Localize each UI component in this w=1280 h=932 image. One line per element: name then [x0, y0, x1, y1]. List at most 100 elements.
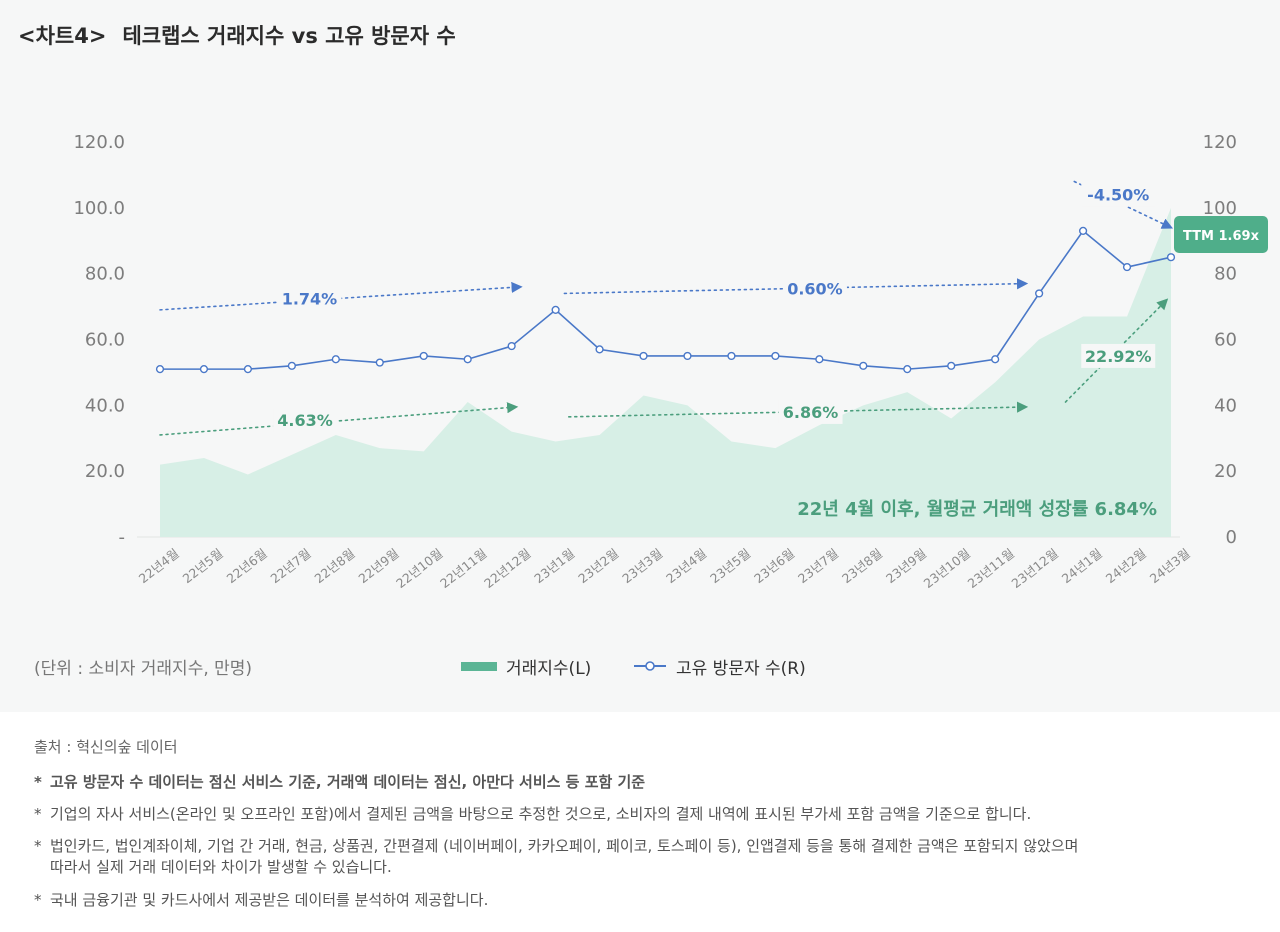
line-point	[287, 361, 296, 370]
footnote-2: * 기업의 자사 서비스(온라인 및 오프라인 포함)에서 결제된 금액을 바탕으…	[34, 804, 1234, 825]
line-point	[991, 355, 1000, 364]
series-area-trade-index	[160, 207, 1171, 538]
legend-label-area: 거래지수(L)	[506, 659, 591, 679]
trend-label: 1.74%	[282, 289, 338, 308]
line-point	[155, 365, 165, 374]
x-axis-tick-label: 23년1월	[531, 546, 577, 587]
legend-swatch-marker	[645, 661, 655, 671]
footer: 출처 : 혁신의숲 데이터 * 고유 방문자 수 데이터는 점신 서비스 기준, …	[0, 712, 1280, 932]
x-axis-tick-label: 23년12월	[1009, 546, 1061, 592]
trend-label-bg	[1081, 182, 1156, 207]
trend-label: 22.92%	[1085, 347, 1152, 366]
trend-label: 6.86%	[783, 403, 839, 422]
trend-label-bg	[273, 408, 338, 433]
line-point	[243, 365, 253, 374]
line-point	[1166, 253, 1176, 262]
x-axis-tick-label: 22년4월	[136, 546, 182, 587]
x-axis-tick-label: 22년6월	[224, 546, 270, 587]
area-layer	[160, 207, 1171, 538]
line-point	[771, 351, 780, 361]
right-axis-tick-label: 120	[1203, 132, 1237, 153]
trend-label-bg	[1081, 343, 1156, 368]
line-point	[463, 355, 472, 364]
x-axis-tick-label: 24년2월	[1103, 546, 1149, 587]
right-axis-tick-label: 60	[1214, 330, 1237, 351]
left-axis-tick-label: 80.0	[85, 264, 125, 285]
trend-label: 0.60%	[787, 279, 843, 298]
trend-arrow	[563, 278, 1029, 295]
line-point	[727, 351, 736, 361]
x-axis-tick-label: 23년11월	[965, 546, 1017, 592]
line-point	[507, 341, 516, 351]
x-axis-tick-label: 24년3월	[1147, 546, 1193, 587]
x-axis-tick-label: 23년6월	[751, 546, 797, 587]
x-axis-tick-label: 23년10월	[921, 546, 973, 592]
footnote-bullet: *	[34, 773, 42, 791]
x-axis-tick-label: 22년11월	[437, 546, 489, 592]
line-point	[639, 351, 648, 361]
line-point	[419, 351, 428, 361]
x-axis-tick-label: 22년5월	[180, 546, 226, 587]
x-axis-tick-label: 22년8월	[312, 546, 358, 587]
footnote-3: * 법인카드, 법인계좌이체, 기업 간 거래, 현금, 상품권, 간편결제 (네…	[34, 836, 1234, 878]
line-layer	[155, 226, 1176, 374]
line-point	[331, 355, 340, 364]
ttm-badge	[1174, 216, 1268, 253]
trend-label: -4.50%	[1087, 186, 1149, 205]
x-axis-tick-label: 23년8월	[839, 546, 885, 587]
x-axis-tick-label: 23년2월	[575, 546, 621, 587]
footnote-4: * 국내 금융기관 및 카드사에서 제공받은 데이터를 분석하여 제공합니다.	[34, 890, 1234, 911]
trend-label-bg	[782, 276, 847, 301]
line-point	[595, 345, 604, 354]
trend-label-bg	[277, 286, 342, 311]
footnote-text: 고유 방문자 수 데이터는 점신 서비스 기준, 거래액 데이터는 점신, 아만…	[50, 773, 646, 791]
right-axis-tick-label: 80	[1214, 264, 1237, 285]
chart-title-text: 테크랩스 거래지수 vs 고유 방문자 수	[122, 24, 456, 48]
line-point	[815, 355, 824, 364]
ttm-badge-label: TTM 1.69x	[1183, 229, 1260, 244]
right-axis-tick-label: 20	[1214, 461, 1237, 482]
footnote-bullet: *	[34, 805, 42, 823]
footnote-bullet: *	[34, 891, 42, 909]
annotation-layer: 1.74% 0.60% -4.50% 4.63% 6.86% 22.92% TTM 1.69…	[159, 180, 1268, 520]
x-axis-tick-label: 24년1월	[1059, 546, 1105, 587]
source-text: 출처 : 혁신의숲 데이터	[34, 738, 178, 756]
growth-callout: 22년 4월 이후, 월평균 거래액 성장률 6.84%	[797, 499, 1157, 520]
line-point	[683, 351, 692, 361]
footnote-text: 국내 금융기관 및 카드사에서 제공받은 데이터를 분석하여 제공합니다.	[50, 891, 489, 909]
line-point	[551, 305, 560, 314]
x-axis-tick-label: 23년4월	[663, 546, 709, 587]
series-line-unique-visitors	[160, 229, 1172, 370]
line-point	[375, 358, 384, 367]
left-axis-tick-label: 20.0	[85, 461, 125, 482]
footnote-bullet: *	[34, 837, 42, 855]
left-axis-tick-label: 120.0	[73, 132, 125, 153]
right-axis-tick-label: 100	[1203, 198, 1237, 219]
chart-number-tag: <차트4>	[18, 24, 107, 48]
unit-note: (단위 : 소비자 거래지수, 만명)	[34, 659, 252, 679]
line-point	[1122, 262, 1132, 272]
x-axis-tick-label: 22년12월	[481, 546, 533, 592]
chart-title: <차트4> 테크랩스 거래지수 vs 고유 방문자 수	[18, 20, 456, 50]
x-axis-tick-label: 22년10월	[393, 546, 445, 592]
trend-label: 4.63%	[277, 411, 333, 430]
line-point	[903, 365, 912, 374]
legend-swatch-area	[461, 662, 497, 671]
x-axis-tick-label: 23년3월	[619, 546, 665, 587]
footnote-text: 법인카드, 법인계좌이체, 기업 간 거래, 현금, 상품권, 간편결제 (네이…	[50, 837, 1079, 855]
line-point	[947, 361, 956, 370]
footnote-text: 기업의 자사 서비스(온라인 및 오프라인 포함)에서 결제된 금액을 바탕으로…	[50, 805, 1032, 823]
line-point	[859, 361, 868, 370]
line-point	[1078, 226, 1088, 235]
left-axis-tick-label: 100.0	[73, 198, 125, 219]
right-axis-tick-label: 0	[1226, 527, 1237, 548]
left-axis-tick-label: 60.0	[85, 330, 125, 351]
chart-canvas: 120.0 100.0 80.0 60.0 40.0 20.0 - 120 100 80 60 40 2…	[34, 132, 1268, 679]
trend-label-bg	[778, 399, 843, 424]
x-axis-tick-label: 23년5월	[707, 546, 753, 587]
x-axis-tick-label: 22년7월	[268, 546, 314, 587]
left-axis-tick-label: -	[119, 527, 126, 548]
line-point	[199, 365, 209, 374]
trend-arrow	[159, 402, 519, 436]
left-axis-tick-label: 40.0	[85, 395, 125, 416]
